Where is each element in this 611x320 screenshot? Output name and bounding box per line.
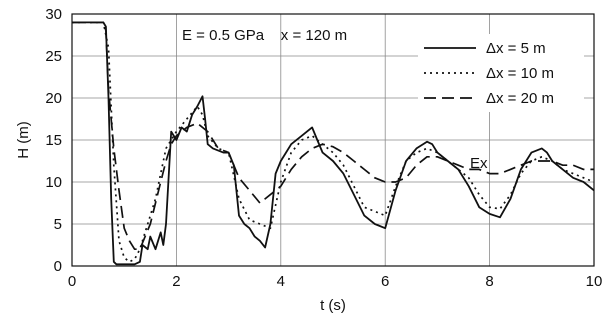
ex-annotation: Ex — [470, 155, 488, 172]
y-axis-label: H (m) — [15, 121, 32, 159]
y-tick-label: 5 — [54, 216, 62, 233]
series-layer — [72, 21, 595, 266]
series-line-1 — [72, 21, 595, 266]
legend-box — [418, 34, 584, 112]
plot-frame — [71, 13, 595, 267]
y-tick-label: 25 — [45, 48, 62, 65]
y-tick-label: 20 — [45, 90, 62, 107]
series-line-3 — [72, 21, 594, 251]
x-tick-label: 6 — [381, 273, 389, 290]
y-tick-label: 30 — [45, 6, 62, 23]
x-tick-label: 4 — [277, 273, 285, 290]
x-tick-label: 10 — [586, 273, 603, 290]
y-tick-label: 15 — [45, 132, 62, 149]
ticks: 0 2 4 6 8 10 0 5 10 15 20 25 30 — [45, 6, 602, 290]
x-tick-label: 0 — [68, 273, 76, 290]
y-tick-label: 0 — [54, 258, 62, 275]
legend-label-3: Δx = 20 m — [486, 90, 554, 107]
legend: Δx = 5 m Δx = 10 m Δx = 20 m — [418, 34, 584, 112]
x-tick-label: 2 — [172, 273, 180, 290]
legend-label-1: Δx = 5 m — [486, 40, 546, 57]
parameters-annotation: E = 0.5 GPa x = 120 m — [182, 27, 347, 44]
x-tick-label: 8 — [485, 273, 493, 290]
x-axis-label: t (s) — [320, 297, 346, 314]
legend-label-2: Δx = 10 m — [486, 65, 554, 82]
y-tick-label: 10 — [45, 174, 62, 191]
series-line-2 — [72, 21, 595, 263]
